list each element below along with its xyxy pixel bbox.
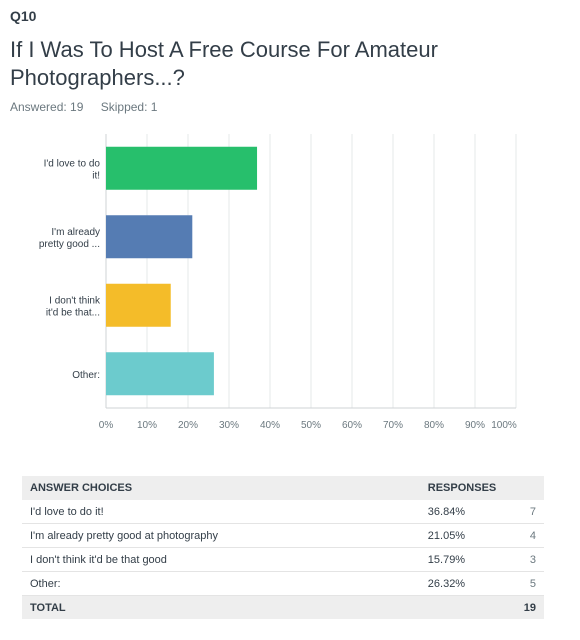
header-responses: RESPONSES	[419, 476, 516, 500]
x-tick-label: 10%	[137, 420, 157, 431]
category-label: I'm already	[51, 227, 100, 238]
response-count: 4	[515, 523, 544, 548]
answer-table: ANSWER CHOICES RESPONSES I'd love to do …	[22, 476, 544, 619]
bar	[106, 215, 193, 259]
answer-choice: I don't think it'd be that good	[22, 547, 420, 572]
table-row: I'd love to do it! 36.84% 7	[22, 500, 544, 524]
response-count: 7	[515, 500, 544, 524]
total-label: TOTAL	[22, 595, 420, 619]
table-row: Other: 26.32% 5	[22, 571, 544, 596]
header-answer-choices: ANSWER CHOICES	[22, 476, 420, 500]
answer-choice: I'd love to do it!	[22, 500, 420, 524]
table-header-row: ANSWER CHOICES RESPONSES	[22, 476, 544, 500]
category-label: pretty good ...	[39, 239, 100, 250]
x-tick-label: 20%	[178, 420, 198, 431]
response-percent: 26.32%	[419, 571, 516, 596]
x-tick-label: 40%	[260, 420, 280, 431]
category-label: Other:	[72, 370, 100, 381]
response-count: 5	[515, 571, 544, 596]
question-title: If I Was To Host A Free Course For Amate…	[10, 37, 438, 90]
table-row: I don't think it'd be that good 15.79% 3	[22, 547, 544, 572]
total-spacer	[419, 595, 516, 619]
x-tick-label: 70%	[383, 420, 403, 431]
answer-choice: Other:	[22, 571, 420, 596]
total-count: 19	[515, 595, 544, 619]
response-stats: Answered: 19 Skipped: 1	[10, 100, 171, 114]
category-label: I'd love to do	[44, 158, 101, 169]
x-tick-label: 100%	[491, 420, 517, 431]
table-row: I'm already pretty good at photography 2…	[22, 523, 544, 548]
header-count	[515, 476, 544, 500]
x-tick-label: 60%	[342, 420, 362, 431]
response-percent: 21.05%	[419, 523, 516, 548]
question-number: Q10	[10, 8, 37, 24]
answer-choice: I'm already pretty good at photography	[22, 523, 420, 548]
category-label: it!	[92, 170, 100, 181]
answered-count: Answered: 19	[10, 100, 84, 114]
category-label: I don't think	[49, 295, 101, 306]
bar	[106, 283, 171, 327]
total-row: TOTAL 19	[22, 595, 544, 619]
x-tick-label: 30%	[219, 420, 239, 431]
bar-chart: 0% 10% 20% 30% 40% 50% 60% 70% 80% 90% 100% I'd lov…	[39, 134, 517, 431]
category-label: it'd be that...	[46, 307, 100, 318]
x-tick-label: 90%	[465, 420, 485, 431]
bar	[106, 146, 258, 190]
x-tick-label: 50%	[301, 420, 321, 431]
response-percent: 36.84%	[419, 500, 516, 524]
response-percent: 15.79%	[419, 547, 516, 572]
response-count: 3	[515, 547, 544, 572]
x-tick-label: 0%	[99, 420, 114, 431]
x-tick-label: 80%	[424, 420, 444, 431]
skipped-count: Skipped: 1	[100, 100, 158, 114]
bar	[106, 352, 214, 396]
